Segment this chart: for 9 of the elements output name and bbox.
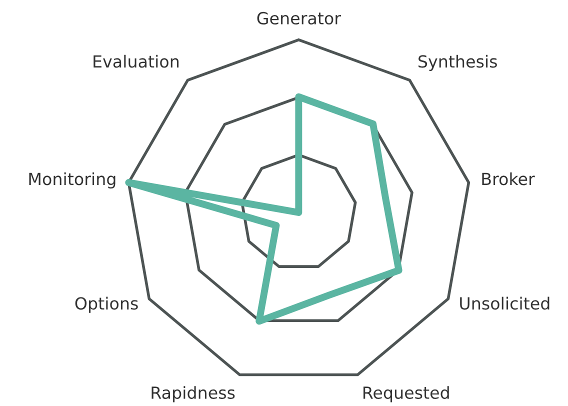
spoke-label: Requested [363, 386, 449, 402]
spoke-label: Unsolicited [460, 296, 550, 310]
spoke-label: Synthesis [418, 54, 497, 71]
spoke-label: Evaluation [94, 54, 179, 68]
spoke-label: Monitoring [29, 172, 116, 188]
spoke-label: Rapidness [152, 386, 235, 402]
spoke-label: Generator [257, 12, 341, 25]
spoke-label: Broker [482, 172, 535, 186]
spoke-label: Options [75, 296, 138, 313]
